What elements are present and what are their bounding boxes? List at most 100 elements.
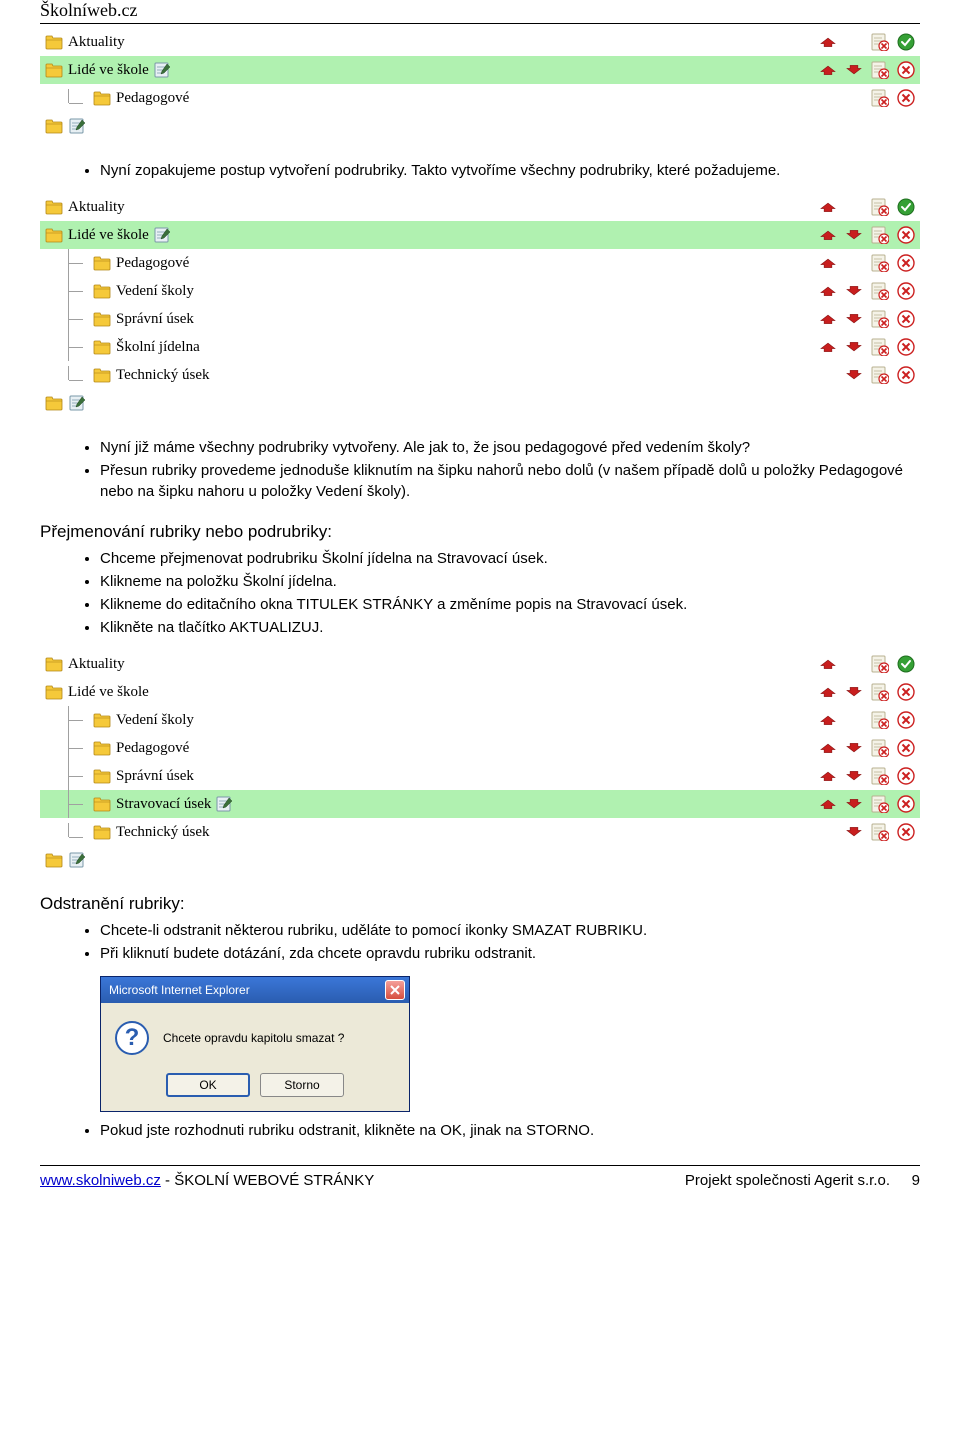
tree-row[interactable]: Lidé ve škole — [40, 678, 920, 706]
footer-url[interactable]: www.skolniweb.cz — [40, 1172, 161, 1189]
delete-icon[interactable] — [870, 254, 890, 272]
dialog-ok-button[interactable]: OK — [166, 1073, 250, 1097]
arrow-down-icon[interactable] — [844, 61, 864, 79]
delete-icon[interactable] — [870, 89, 890, 107]
tree-row[interactable]: Aktuality — [40, 28, 920, 56]
delete-icon[interactable] — [870, 282, 890, 300]
tree-row[interactable]: Stravovací úsek — [40, 790, 920, 818]
tree-actions — [818, 739, 916, 757]
tree-row[interactable]: Aktuality — [40, 650, 920, 678]
close-icon[interactable] — [896, 226, 916, 244]
close-icon[interactable] — [896, 767, 916, 785]
tree-actions — [818, 254, 916, 272]
rename-list: Chceme přejmenovat podrubriku Školní jíd… — [100, 548, 920, 638]
close-icon[interactable] — [896, 823, 916, 841]
tree-row[interactable]: Pedagogové — [40, 84, 920, 112]
arrow-up-icon[interactable] — [818, 198, 838, 216]
tree-row[interactable]: Aktuality — [40, 193, 920, 221]
tree-row[interactable]: Vedení školy — [40, 706, 920, 734]
edit-icon[interactable] — [68, 851, 88, 869]
dialog-close-button[interactable] — [385, 980, 405, 1000]
delete-icon[interactable] — [870, 198, 890, 216]
tree-row[interactable]: Vedení školy — [40, 277, 920, 305]
arrow-down-icon[interactable] — [844, 739, 864, 757]
arrow-up-icon[interactable] — [818, 795, 838, 813]
arrow-up-icon[interactable] — [818, 655, 838, 673]
tree-row[interactable]: Pedagogové — [40, 249, 920, 277]
edit-icon[interactable] — [153, 226, 173, 244]
close-icon[interactable] — [896, 739, 916, 757]
tree-row[interactable] — [40, 389, 920, 417]
edit-icon[interactable] — [68, 117, 88, 135]
footer-tag: - ŠKOLNÍ WEBOVÉ STRÁNKY — [161, 1172, 374, 1189]
delete-icon[interactable] — [870, 683, 890, 701]
delete-icon[interactable] — [870, 739, 890, 757]
tree-3: Aktuality Lidé ve škole Vedení školy — [40, 650, 920, 874]
arrow-up-icon[interactable] — [818, 767, 838, 785]
arrow-down-icon[interactable] — [844, 795, 864, 813]
arrow-down-icon[interactable] — [844, 282, 864, 300]
footer-page-number: 9 — [890, 1172, 920, 1189]
delete-icon[interactable] — [870, 366, 890, 384]
arrow-up-icon[interactable] — [818, 226, 838, 244]
close-icon[interactable] — [896, 89, 916, 107]
delete-icon[interactable] — [870, 655, 890, 673]
arrow-down-icon[interactable] — [844, 366, 864, 384]
edit-icon[interactable] — [68, 394, 88, 412]
close-icon[interactable] — [896, 366, 916, 384]
folder-icon — [44, 117, 64, 135]
arrow-up-icon[interactable] — [818, 282, 838, 300]
close-icon[interactable] — [896, 254, 916, 272]
ok-icon[interactable] — [896, 198, 916, 216]
tree-actions — [818, 795, 916, 813]
arrow-up-icon[interactable] — [818, 338, 838, 356]
delete-icon[interactable] — [870, 823, 890, 841]
ok-icon[interactable] — [896, 655, 916, 673]
folder-icon — [44, 655, 64, 673]
paragraph-2: Nyní již máme všechny podrubriky vytvoře… — [100, 437, 920, 502]
arrow-down-icon[interactable] — [844, 338, 864, 356]
delete-icon[interactable] — [870, 338, 890, 356]
arrow-down-icon[interactable] — [844, 226, 864, 244]
close-icon[interactable] — [896, 282, 916, 300]
edit-icon[interactable] — [153, 61, 173, 79]
tree-row[interactable]: Technický úsek — [40, 361, 920, 389]
tree-row[interactable]: Školní jídelna — [40, 333, 920, 361]
delete-icon[interactable] — [870, 33, 890, 51]
close-icon[interactable] — [896, 683, 916, 701]
arrow-down-icon[interactable] — [844, 823, 864, 841]
delete-icon[interactable] — [870, 61, 890, 79]
delete-icon[interactable] — [870, 310, 890, 328]
close-icon[interactable] — [896, 338, 916, 356]
tree-row[interactable]: Lidé ve škole — [40, 221, 920, 249]
arrow-down-icon[interactable] — [844, 310, 864, 328]
arrow-down-icon[interactable] — [844, 767, 864, 785]
arrow-up-icon[interactable] — [818, 683, 838, 701]
edit-icon[interactable] — [215, 795, 235, 813]
arrow-down-icon[interactable] — [844, 683, 864, 701]
arrow-up-icon[interactable] — [818, 310, 838, 328]
tree-row[interactable]: Technický úsek — [40, 818, 920, 846]
tree-row[interactable] — [40, 112, 920, 140]
arrow-up-icon[interactable] — [818, 33, 838, 51]
close-icon[interactable] — [896, 310, 916, 328]
delete-icon[interactable] — [870, 226, 890, 244]
arrow-up-icon[interactable] — [818, 711, 838, 729]
delete-icon[interactable] — [870, 795, 890, 813]
arrow-up-icon[interactable] — [818, 739, 838, 757]
arrow-up-icon[interactable] — [818, 61, 838, 79]
ok-icon[interactable] — [896, 33, 916, 51]
delete-icon[interactable] — [870, 711, 890, 729]
close-icon[interactable] — [896, 711, 916, 729]
arrow-up-icon[interactable] — [818, 254, 838, 272]
tree-row[interactable]: Správní úsek — [40, 305, 920, 333]
close-icon[interactable] — [896, 795, 916, 813]
delete-icon[interactable] — [870, 767, 890, 785]
tree-row[interactable] — [40, 846, 920, 874]
tree-row[interactable]: Pedagogové — [40, 734, 920, 762]
folder-icon — [92, 282, 112, 300]
close-icon[interactable] — [896, 61, 916, 79]
dialog-cancel-button[interactable]: Storno — [260, 1073, 344, 1097]
tree-row[interactable]: Lidé ve škole — [40, 56, 920, 84]
tree-row[interactable]: Správní úsek — [40, 762, 920, 790]
